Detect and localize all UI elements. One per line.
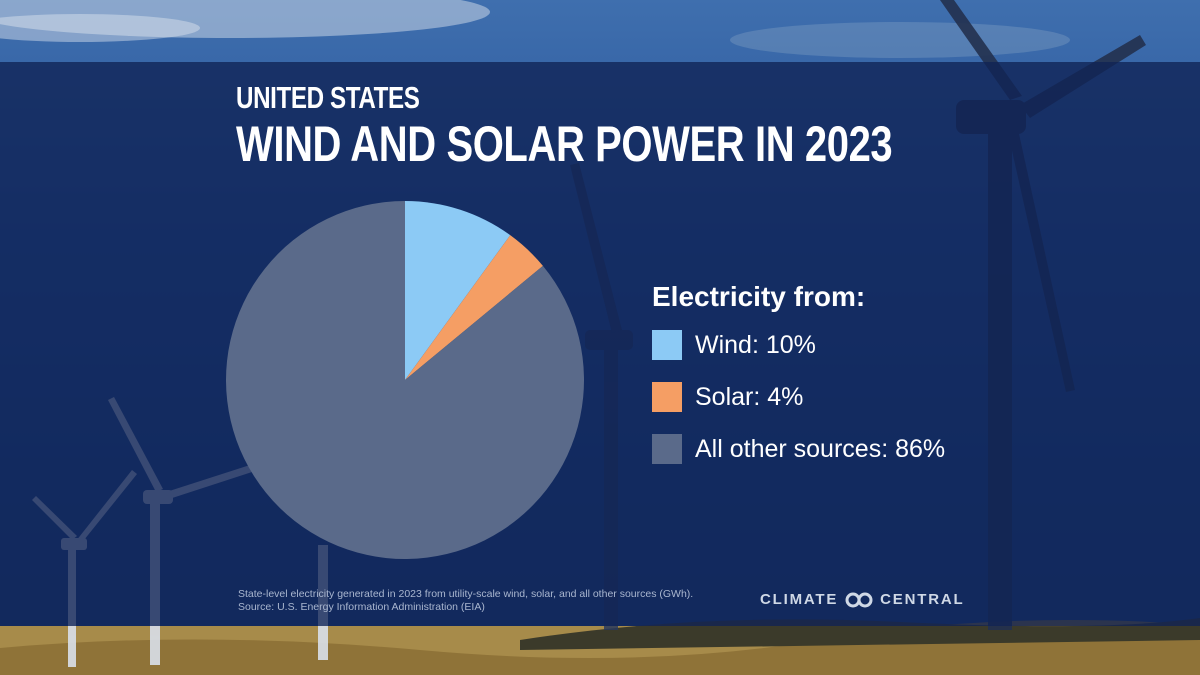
legend-item-solar: Solar: 4%: [652, 380, 945, 414]
legend-swatch-wind: [652, 330, 682, 360]
infinity-loop-icon: [845, 592, 873, 607]
legend: Electricity from: Wind: 10% Solar: 4% Al…: [652, 280, 945, 484]
legend-title: Electricity from:: [652, 281, 866, 312]
footnote: State-level electricity generated in 202…: [238, 588, 693, 614]
overlay-panel: [0, 62, 1200, 626]
legend-label-solar: Solar: 4%: [695, 383, 804, 411]
footnote-description: State-level electricity generated in 202…: [238, 588, 694, 600]
pie-slice-wind: [405, 201, 511, 380]
logo-text-left: CLIMATE: [760, 591, 839, 608]
pie-slice-solar: [405, 235, 543, 380]
legend-item-wind: Wind: 10%: [652, 328, 945, 362]
logo-text-right: CENTRAL: [880, 591, 965, 608]
pie-chart: [225, 201, 584, 559]
climate-central-logo: CLIMATE CENTRAL: [760, 591, 964, 608]
legend-swatch-other: [652, 434, 682, 464]
legend-swatch-solar: [652, 382, 682, 412]
footnote-source: Source: U.S. Energy Information Administ…: [238, 601, 485, 613]
legend-item-other: All other sources: 86%: [652, 432, 945, 466]
pie-slice-other: [225, 201, 584, 559]
legend-label-other: All other sources: 86%: [695, 435, 946, 463]
legend-label-wind: Wind: 10%: [695, 331, 816, 359]
title-block: UNITED STATES WIND AND SOLAR POWER IN 20…: [236, 80, 1056, 172]
chart-title: WIND AND SOLAR POWER IN 2023: [236, 116, 893, 172]
chart-subtitle: UNITED STATES: [236, 80, 420, 115]
